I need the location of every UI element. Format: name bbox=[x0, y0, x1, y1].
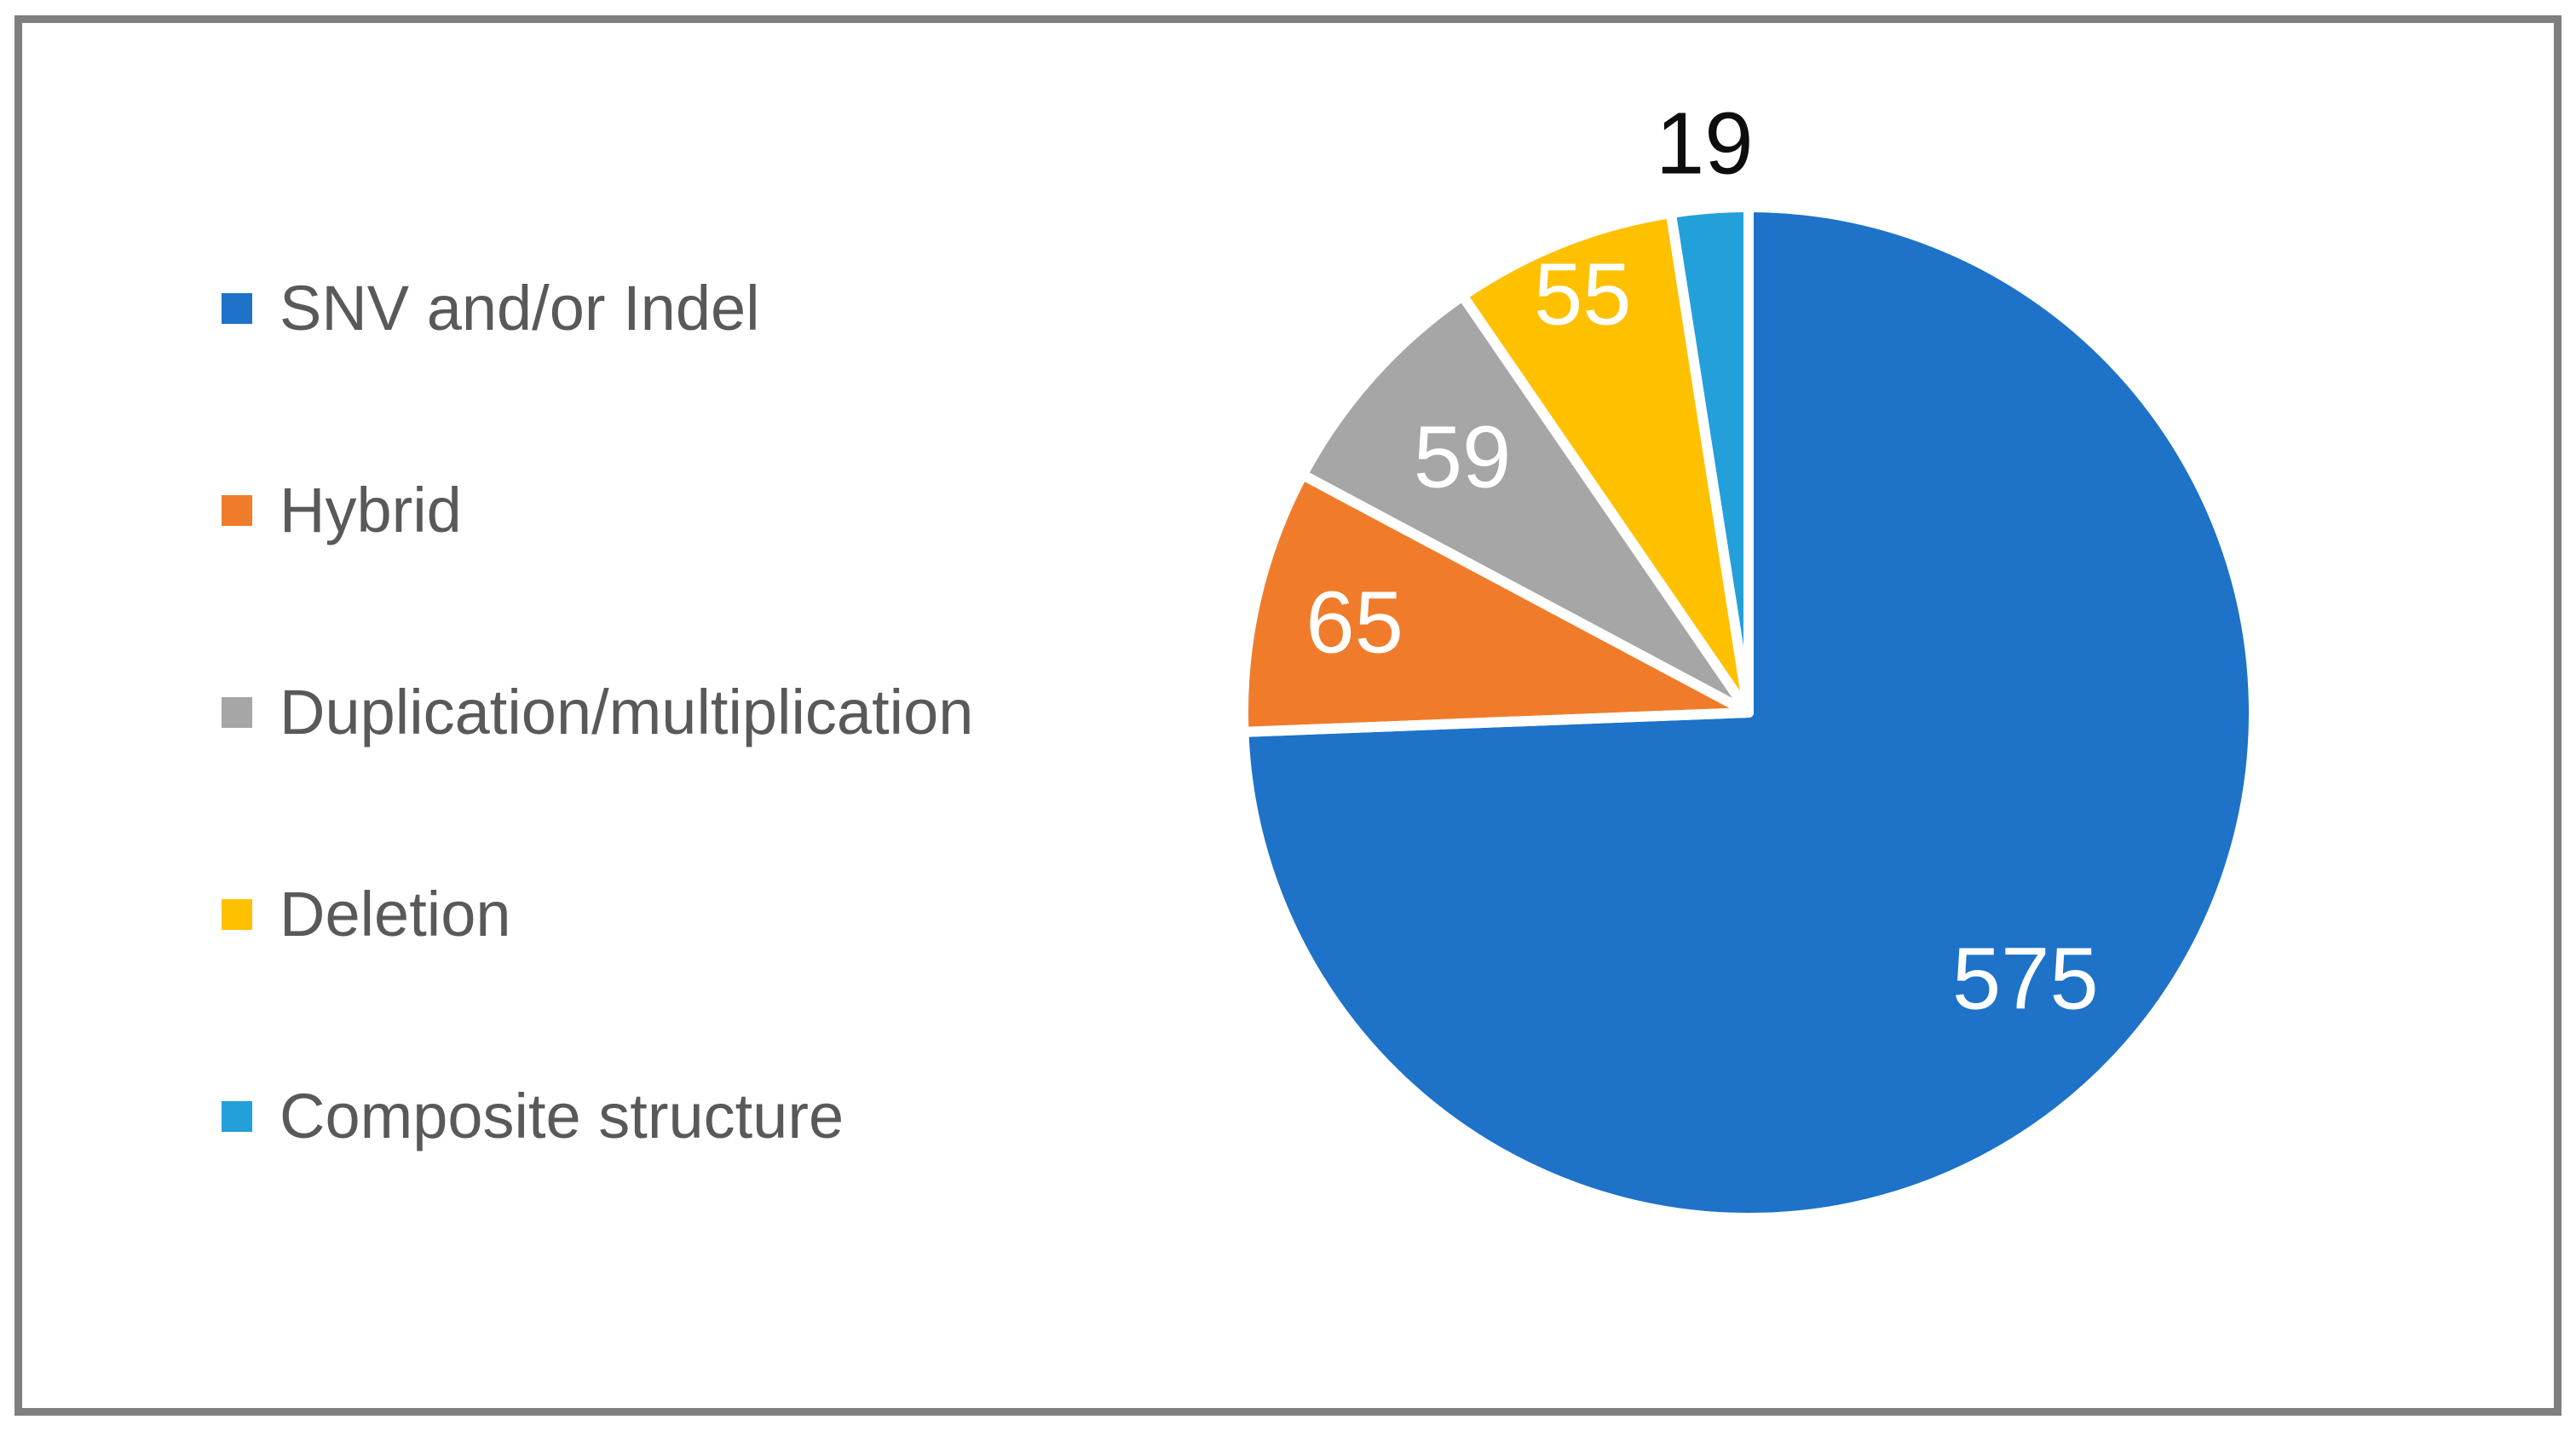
pie-slice-gaps bbox=[1238, 202, 2259, 1223]
pie-slice-label-snv-indel: 575 bbox=[1951, 929, 2099, 1028]
pie-slice bbox=[1243, 475, 1749, 732]
pie-slice-label-hybrid: 65 bbox=[1305, 573, 1403, 672]
pie-slice-gap bbox=[1297, 291, 1754, 718]
legend-marker-duplication bbox=[222, 697, 252, 728]
pie-slice-gap bbox=[1665, 202, 1754, 718]
legend: SNV and/or Indel Hybrid Duplication/mult… bbox=[222, 274, 973, 1151]
legend-marker-hybrid bbox=[222, 495, 252, 526]
legend-label-composite: Composite structure bbox=[279, 1081, 844, 1151]
pie-slice-label-duplication: 59 bbox=[1413, 407, 1512, 506]
legend-label-hybrid: Hybrid bbox=[279, 475, 462, 545]
legend-label-duplication: Duplication/multiplication bbox=[279, 677, 974, 747]
legend-label-deletion: Deletion bbox=[279, 879, 511, 949]
legend-item-duplication: Duplication/multiplication bbox=[222, 678, 973, 747]
legend-marker-snv-indel bbox=[222, 293, 252, 324]
legend-item-composite: Composite structure bbox=[222, 1082, 973, 1151]
pie bbox=[1238, 202, 2259, 1223]
pie-slice bbox=[1302, 296, 1749, 713]
legend-label-snv-indel: SNV and/or Indel bbox=[279, 273, 760, 343]
legend-marker-composite bbox=[222, 1101, 252, 1132]
legend-item-hybrid: Hybrid bbox=[222, 476, 973, 545]
legend-item-deletion: Deletion bbox=[222, 880, 973, 949]
pie-slice-gap bbox=[1238, 470, 1754, 737]
pie-slice bbox=[1462, 213, 1749, 713]
pie-slice-label-composite: 19 bbox=[1656, 94, 1754, 193]
pie-slice-label-deletion: 55 bbox=[1533, 245, 1632, 343]
legend-item-snv-indel: SNV and/or Indel bbox=[222, 274, 973, 343]
legend-marker-deletion bbox=[222, 899, 252, 930]
pie-slice-gap bbox=[1457, 208, 1754, 718]
pie-slice-gap bbox=[1238, 202, 2259, 1223]
